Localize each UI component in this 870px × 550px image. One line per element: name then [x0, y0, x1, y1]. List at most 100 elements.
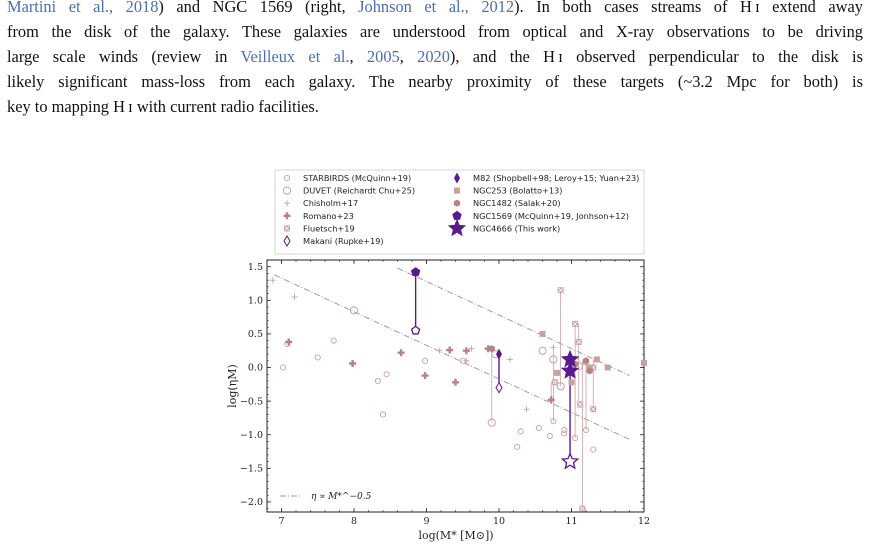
data-point	[495, 381, 503, 394]
data-point-cross	[558, 287, 564, 293]
legend: STARBIRDS (McQuinn+19) DUVET (Reichardt C…	[282, 172, 639, 247]
x-tick-label: 11	[565, 516, 577, 527]
paragraph-text: ), and the H ɪ observed perpendicular to…	[449, 47, 863, 66]
trend-line	[274, 274, 630, 440]
citation-link[interactable]: Martini et al., 2018	[7, 0, 159, 16]
data-point	[517, 428, 524, 435]
legend-label: M82 (Shopbell+98; Leroy+15; Yuan+23)	[473, 173, 639, 183]
data-point	[593, 356, 600, 363]
data-point	[550, 418, 557, 425]
data-point	[349, 306, 359, 315]
legend-marker	[447, 218, 467, 237]
data-point	[436, 347, 443, 354]
data-point-cross	[576, 339, 582, 345]
legend-marker	[454, 172, 460, 184]
legend-marker	[453, 199, 461, 207]
legend-entry: NGC253 (Bolatto+13)	[454, 186, 562, 196]
data-point	[496, 348, 502, 360]
legend-label: Makani (Rupke+19)	[303, 236, 384, 246]
legend-entry: DUVET (Reichardt Chu+25)	[282, 186, 415, 196]
paragraph-text: ,	[399, 47, 418, 66]
data-point	[410, 325, 421, 335]
legend-marker	[454, 187, 460, 194]
data-point	[568, 379, 575, 386]
connector-lines	[414, 272, 594, 509]
data-point	[452, 378, 459, 386]
data-point-cross	[572, 321, 578, 327]
data-point	[560, 451, 580, 470]
paragraph-line-3: large scale winds (review in Veilleux et…	[7, 44, 863, 69]
legend-entry: NGC1482 (Salak+20)	[453, 198, 561, 208]
data-point	[314, 354, 321, 361]
paragraph-text: likely significant mass-loss from each g…	[7, 72, 863, 91]
x-tick-label: 7	[278, 516, 284, 527]
data-point	[421, 357, 429, 364]
data-point	[468, 345, 475, 352]
trend-lines	[274, 267, 630, 440]
y-tick-label: 0.0	[248, 363, 263, 374]
legend-label: NGC4666 (This work)	[473, 223, 560, 233]
body-paragraph: Martini et al., 2018) and NGC 1569 (righ…	[7, 0, 863, 119]
legend-marker	[284, 225, 290, 232]
data-point	[572, 320, 579, 327]
data-point	[590, 446, 597, 453]
data-point	[546, 433, 553, 440]
legend-marker	[282, 186, 292, 195]
axis-ticks: 7 8 9 10 11 12 −2.0 −1.5 −1.0 −0.5 0.0 0.5 1.0 1.5	[240, 260, 650, 527]
citation-link[interactable]: 2005	[366, 47, 400, 66]
y-tick-label: −1.5	[240, 464, 263, 475]
x-tick-label: 9	[423, 516, 429, 527]
data-point	[410, 267, 421, 277]
legend-entry: M82 (Shopbell+98; Leroy+15; Yuan+23)	[454, 172, 639, 184]
data-point	[549, 355, 558, 364]
data-point	[579, 505, 586, 512]
y-axis-label: log(ηM)	[226, 364, 239, 408]
data-point	[291, 293, 298, 300]
data-point	[641, 359, 647, 366]
legend-entry: Fluetsch+19	[284, 223, 355, 233]
data-point	[577, 401, 584, 408]
data-point	[586, 367, 593, 375]
data-point	[446, 346, 454, 354]
x-axis-label: log(M* [M⊙])	[418, 529, 493, 542]
paragraph-line-4: likely significant mass-loss from each g…	[7, 69, 863, 94]
data-point-cross	[579, 506, 585, 512]
data-point	[269, 277, 276, 284]
data-point	[556, 382, 565, 391]
paragraph-text: large scale winds (review in	[7, 47, 241, 66]
data-point	[535, 424, 542, 432]
paragraph-text: ) and NGC 1569 (right,	[158, 0, 359, 16]
legend-entry: STARBIRDS (McQuinn+19)	[283, 173, 411, 183]
data-point-cross	[552, 379, 558, 385]
x-tick-label: 10	[493, 516, 505, 527]
legend-marker-cross	[284, 225, 290, 231]
legend-marker	[283, 235, 291, 247]
data-point	[551, 379, 558, 386]
y-tick-label: −1.0	[240, 430, 263, 441]
legend-label: NGC253 (Bolatto+13)	[473, 186, 562, 196]
legend-label: Romano+23	[303, 211, 354, 221]
data-point	[590, 406, 597, 413]
legend-label: DUVET (Reichardt Chu+25)	[303, 186, 415, 196]
data-point-cross	[590, 406, 596, 412]
citation-link[interactable]: 2020	[417, 47, 450, 66]
legend-box	[274, 169, 645, 255]
trend-line	[397, 267, 630, 376]
citation-link[interactable]: Veilleux et al.	[240, 47, 350, 66]
paragraph-line-2: from the disk of the galaxy. These galax…	[7, 19, 863, 44]
y-tick-label: −2.0	[240, 497, 263, 508]
legend-entry: NGC4666 (This work)	[447, 218, 560, 237]
data-point	[538, 346, 547, 355]
data-point	[488, 345, 495, 353]
citation-link[interactable]: Johnson et al., 2012	[358, 0, 515, 16]
data-point	[285, 338, 293, 346]
legend-marker	[283, 212, 291, 220]
legend-entry: Makani (Rupke+19)	[283, 235, 384, 247]
legend-entry: Chisholm+17	[284, 198, 358, 208]
data-point	[487, 418, 496, 427]
data-point	[462, 347, 470, 355]
data-point	[554, 369, 560, 376]
legend-label: Chisholm+17	[303, 198, 358, 208]
legend-label: STARBIRDS (McQuinn+19)	[303, 173, 411, 183]
